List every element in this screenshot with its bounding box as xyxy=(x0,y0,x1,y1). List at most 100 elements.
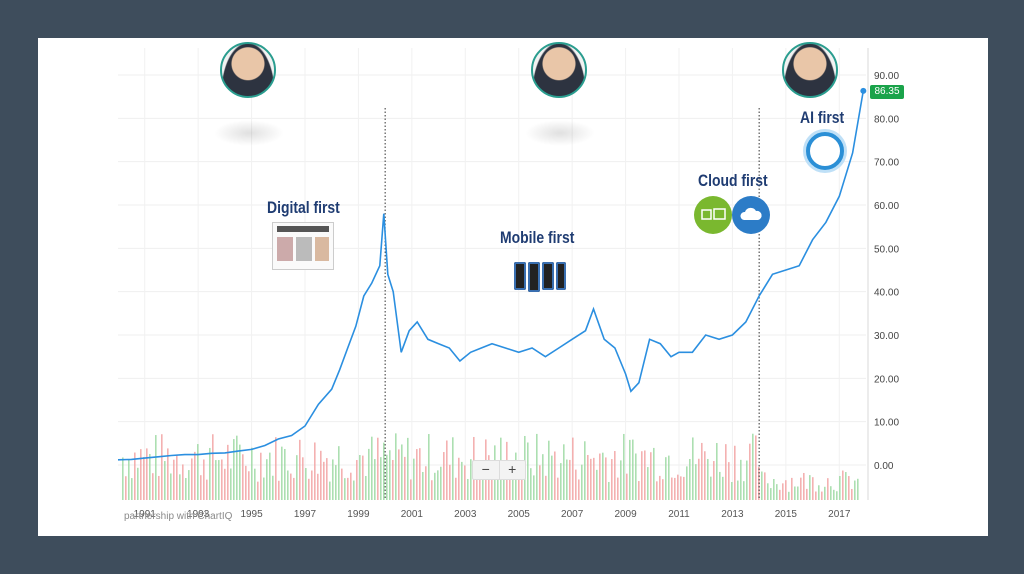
volume-bar xyxy=(581,464,583,500)
zoom-out-button[interactable]: − xyxy=(473,461,500,479)
volume-bar xyxy=(800,477,802,500)
volume-bar xyxy=(605,457,607,500)
volume-bar xyxy=(578,479,580,500)
volume-bar xyxy=(230,468,232,500)
volume-bar xyxy=(341,468,343,500)
volume-bar xyxy=(728,462,730,500)
volume-bar xyxy=(512,475,514,500)
volume-bar xyxy=(413,458,415,500)
portrait-ceo-3 xyxy=(782,42,838,98)
volume-bar xyxy=(350,472,352,500)
volume-bar xyxy=(572,437,574,500)
price-line xyxy=(117,90,865,461)
volume-bar xyxy=(809,475,811,500)
volume-bar xyxy=(263,477,265,500)
volume-bar xyxy=(743,481,745,500)
chartiq-credit: partnership with ChartIQ xyxy=(124,511,233,522)
volume-bar xyxy=(239,444,241,500)
volume-bar xyxy=(248,471,250,500)
volume-bar xyxy=(236,435,238,500)
volume-bar xyxy=(749,443,751,500)
volume-bar xyxy=(680,476,682,500)
volume-bar xyxy=(560,463,562,500)
volume-bar xyxy=(254,468,256,500)
volume-bar xyxy=(170,473,172,500)
volume-bar xyxy=(185,478,187,500)
volume-bar xyxy=(761,471,763,500)
volume-bar xyxy=(596,469,598,500)
y-tick-label: 30.00 xyxy=(874,331,899,342)
volume-bar xyxy=(284,448,286,500)
volume-bar xyxy=(593,457,595,500)
volume-bar xyxy=(530,468,532,500)
x-tick-label: 2005 xyxy=(508,509,531,520)
volume-bar xyxy=(503,462,505,500)
volume-bar xyxy=(269,452,271,500)
x-tick-label: 2015 xyxy=(775,509,798,520)
label-mobile-first: Mobile first xyxy=(500,228,575,247)
volume-bar xyxy=(266,459,268,500)
volume-bar xyxy=(818,485,820,500)
volume-bar xyxy=(149,453,151,500)
devices-icon xyxy=(694,196,732,234)
volume-bar xyxy=(446,440,448,500)
zoom-controls[interactable]: − + xyxy=(472,460,526,480)
volume-bar xyxy=(143,457,145,500)
volume-bar xyxy=(806,488,808,500)
volume-bar xyxy=(788,491,790,500)
volume-bar xyxy=(719,471,721,500)
newspaper-icon xyxy=(272,222,334,270)
volume-bar xyxy=(479,462,481,500)
volume-bar xyxy=(722,476,724,500)
volume-bar xyxy=(842,470,844,500)
volume-bar xyxy=(557,477,559,500)
y-tick-label: 10.00 xyxy=(874,418,899,429)
y-tick-label: 70.00 xyxy=(874,158,899,169)
volume-bar xyxy=(209,447,211,500)
volume-bar xyxy=(362,455,364,500)
volume-bar xyxy=(821,491,823,500)
volume-bar xyxy=(287,470,289,500)
volume-bar xyxy=(857,478,859,500)
volume-bar xyxy=(716,442,718,500)
volume-bar xyxy=(359,455,361,500)
volume-bar xyxy=(497,470,499,500)
volume-bar xyxy=(293,477,295,500)
volume-bar xyxy=(383,442,385,500)
volume-bar xyxy=(746,460,748,500)
volume-bar xyxy=(617,477,619,500)
volume-bar xyxy=(440,466,442,500)
volume-bar xyxy=(212,434,214,500)
y-tick-label: 90.00 xyxy=(874,71,899,82)
volume-bar xyxy=(437,470,439,500)
volume-bar xyxy=(824,486,826,500)
volume-bar xyxy=(536,433,538,500)
volume-bar xyxy=(521,465,523,500)
volume-bar xyxy=(374,459,376,500)
volume-bar xyxy=(563,444,565,500)
volume-bar xyxy=(710,476,712,500)
volume-bar xyxy=(161,434,163,500)
volume-bar xyxy=(779,489,781,500)
volume-bar xyxy=(464,465,466,500)
volume-bar xyxy=(188,470,190,500)
volume-bar xyxy=(290,473,292,500)
volume-bar xyxy=(167,448,169,500)
volume-bar xyxy=(518,468,520,500)
volume-bar xyxy=(221,459,223,500)
volume-bar xyxy=(731,481,733,500)
volume-bar xyxy=(569,459,571,500)
zoom-in-button[interactable]: + xyxy=(508,461,517,477)
volume-bar xyxy=(830,486,832,500)
volume-bar xyxy=(155,435,157,500)
volume-bar xyxy=(629,439,631,500)
volume-bar xyxy=(194,451,196,500)
volume-bar xyxy=(443,452,445,500)
volume-bar xyxy=(545,475,547,500)
volume-bar xyxy=(152,473,154,500)
volume-bar xyxy=(662,479,664,500)
volume-bar xyxy=(632,439,634,500)
volume-bar xyxy=(125,476,127,500)
volume-bar xyxy=(608,481,610,500)
volume-bar xyxy=(131,478,133,500)
